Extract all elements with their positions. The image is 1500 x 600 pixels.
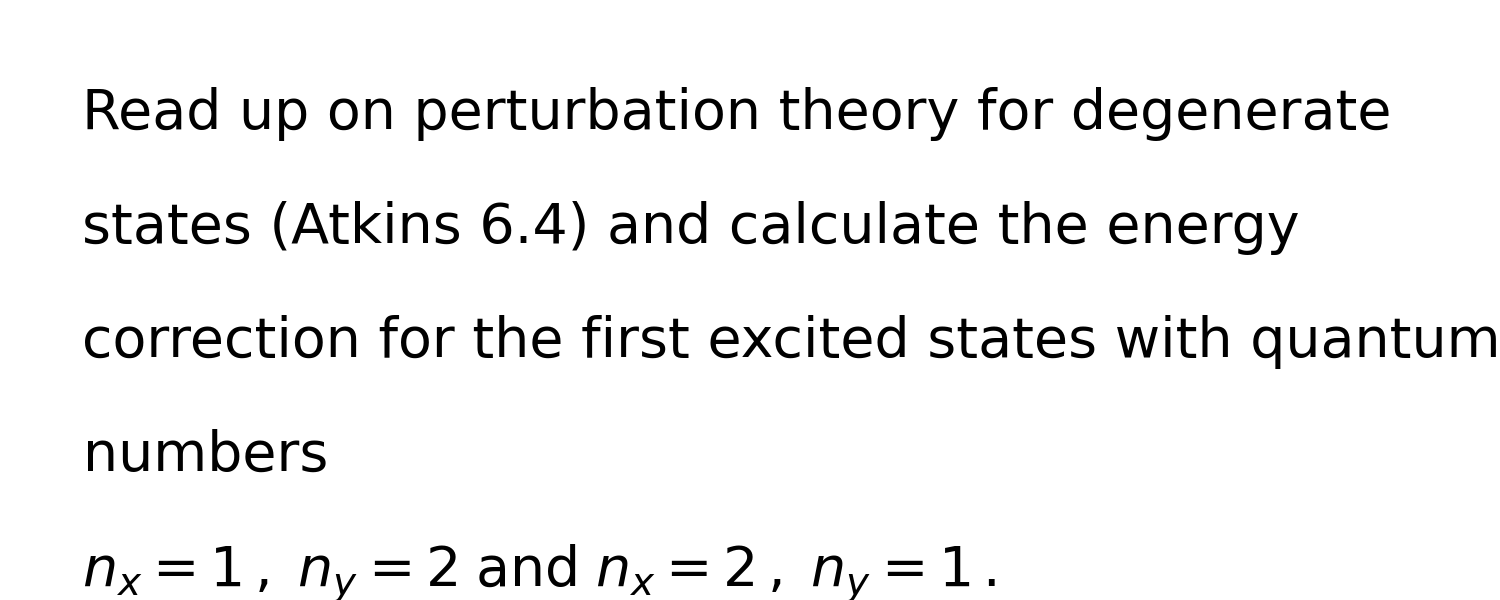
Text: $n_x = 1\,,\; n_y = 2 \; \mathrm{and} \; n_x = 2\,,\; n_y = 1\,.$: $n_x = 1\,,\; n_y = 2 \; \mathrm{and} \;… (82, 543, 998, 600)
Text: correction for the first excited states with quantum: correction for the first excited states … (82, 315, 1500, 369)
Text: states (Atkins 6.4) and calculate the energy: states (Atkins 6.4) and calculate the en… (82, 201, 1300, 255)
Text: numbers: numbers (82, 429, 328, 483)
Text: Read up on perturbation theory for degenerate: Read up on perturbation theory for degen… (82, 87, 1392, 141)
